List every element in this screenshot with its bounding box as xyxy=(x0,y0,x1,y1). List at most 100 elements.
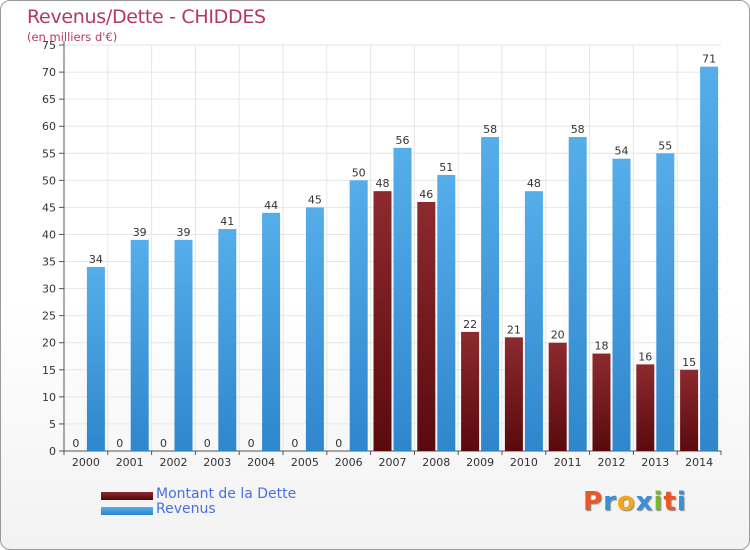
data-label-dette-2014: 15 xyxy=(682,356,696,369)
bar-revenus-2012 xyxy=(612,158,631,451)
y-tick-label: 25 xyxy=(42,310,56,323)
y-tick-label: 75 xyxy=(42,39,56,52)
data-label-revenus-2012: 54 xyxy=(615,145,629,158)
data-label-revenus-2013: 55 xyxy=(658,139,672,152)
data-label-dette-2004: 0 xyxy=(248,437,255,450)
proxiti-logo: Proxiti xyxy=(583,487,687,517)
data-label-dette-2003: 0 xyxy=(204,437,211,450)
bar-revenus-2009 xyxy=(481,137,500,451)
data-label-dette-2007: 48 xyxy=(376,177,390,190)
y-tick-label: 60 xyxy=(42,120,56,133)
bar-revenus-2007 xyxy=(393,147,412,451)
y-tick-label: 10 xyxy=(42,391,56,404)
x-tick-label: 2002 xyxy=(160,456,188,469)
y-tick-label: 50 xyxy=(42,174,56,187)
x-tick-label: 2009 xyxy=(466,456,494,469)
data-label-dette-2000: 0 xyxy=(72,437,79,450)
legend-swatch-revenus xyxy=(101,507,153,515)
x-tick-label: 2004 xyxy=(247,456,275,469)
chart-title: Revenus/Dette - CHIDDES xyxy=(27,6,266,28)
bar-revenus-2010 xyxy=(524,191,543,451)
bar-revenus-2004 xyxy=(262,212,281,451)
data-label-revenus-2000: 34 xyxy=(89,253,103,266)
x-tick-label: 2012 xyxy=(598,456,626,469)
logo-letter: P xyxy=(583,487,604,517)
y-tick-label: 35 xyxy=(42,256,56,269)
logo-letter: r xyxy=(603,487,617,517)
data-label-dette-2005: 0 xyxy=(291,437,298,450)
y-tick-label: 70 xyxy=(42,66,56,79)
bar-dette-2007 xyxy=(373,191,392,451)
data-label-dette-2010: 21 xyxy=(507,323,521,336)
x-tick-label: 2008 xyxy=(422,456,450,469)
x-tick-label: 2013 xyxy=(641,456,669,469)
bar-revenus-2002 xyxy=(174,239,193,451)
data-label-dette-2012: 18 xyxy=(595,340,609,353)
x-tick-label: 2007 xyxy=(379,456,407,469)
bar-dette-2009 xyxy=(461,331,480,451)
x-tick-label: 2014 xyxy=(685,456,713,469)
bar-revenus-2003 xyxy=(218,229,237,451)
data-label-revenus-2014: 71 xyxy=(702,53,716,66)
logo-letter: t xyxy=(663,487,677,517)
bar-layer xyxy=(66,66,719,452)
data-label-revenus-2009: 58 xyxy=(483,123,497,136)
y-tick-label: 0 xyxy=(49,445,56,458)
bar-dette-2013 xyxy=(636,364,655,451)
bar-revenus-2008 xyxy=(437,174,456,452)
data-label-revenus-2003: 41 xyxy=(220,215,234,228)
legend-label-revenus: Revenus xyxy=(156,501,216,517)
y-tick-label: 15 xyxy=(42,364,56,377)
y-tick-label: 20 xyxy=(42,337,56,350)
logo-letter: i xyxy=(676,487,687,517)
data-label-revenus-2006: 50 xyxy=(352,166,366,179)
data-label-revenus-2004: 44 xyxy=(264,199,278,212)
bar-revenus-2011 xyxy=(568,137,587,451)
data-label-dette-2011: 20 xyxy=(551,329,565,342)
data-label-dette-2008: 46 xyxy=(419,188,433,201)
x-tick-label: 2001 xyxy=(116,456,144,469)
bar-dette-2012 xyxy=(592,353,611,451)
x-tick-label: 2003 xyxy=(203,456,231,469)
chart-subtitle: (en milliers d'€) xyxy=(27,30,118,44)
bar-revenus-2005 xyxy=(305,207,324,451)
bar-revenus-2001 xyxy=(130,239,149,451)
data-label-dette-2001: 0 xyxy=(116,437,123,450)
data-label-dette-2006: 0 xyxy=(335,437,342,450)
y-tick-label: 65 xyxy=(42,93,56,106)
bar-dette-2008 xyxy=(417,201,436,451)
y-tick-label: 30 xyxy=(42,283,56,296)
data-label-dette-2002: 0 xyxy=(160,437,167,450)
y-tick-label: 45 xyxy=(42,201,56,214)
bar-revenus-2000 xyxy=(86,266,105,451)
logo-letter: i xyxy=(653,487,664,517)
bar-dette-2014 xyxy=(680,369,699,451)
data-label-dette-2009: 22 xyxy=(463,318,477,331)
y-tick-label: 40 xyxy=(42,228,56,241)
bar-revenus-2006 xyxy=(349,180,368,452)
data-label-revenus-2011: 58 xyxy=(571,123,585,136)
legend-swatch-dette xyxy=(101,492,153,500)
x-tick-label: 2011 xyxy=(554,456,582,469)
bar-dette-2011 xyxy=(548,342,567,451)
x-tick-label: 2005 xyxy=(291,456,319,469)
grid-layer xyxy=(64,44,721,452)
logo-letter: o xyxy=(616,487,636,517)
data-label-revenus-2010: 48 xyxy=(527,177,541,190)
data-label-revenus-2008: 51 xyxy=(439,161,453,174)
label-layer: 0 34 0 39 0 39 0 41 0 44 0 45 0 50 48 56 46 51 22 58 21 48 20 5… xyxy=(72,53,716,450)
data-label-dette-2013: 16 xyxy=(638,350,652,363)
bar-revenus-2013 xyxy=(656,153,675,451)
y-tick-label: 55 xyxy=(42,147,56,160)
data-label-revenus-2005: 45 xyxy=(308,193,322,206)
data-label-revenus-2002: 39 xyxy=(177,226,191,239)
logo-letter: x xyxy=(635,487,654,517)
x-tick-label: 2000 xyxy=(72,456,100,469)
legend-label-dette: Montant de la Dette xyxy=(156,486,297,502)
bar-dette-2010 xyxy=(504,337,523,451)
x-tick-label: 2010 xyxy=(510,456,538,469)
data-label-revenus-2001: 39 xyxy=(133,226,147,239)
